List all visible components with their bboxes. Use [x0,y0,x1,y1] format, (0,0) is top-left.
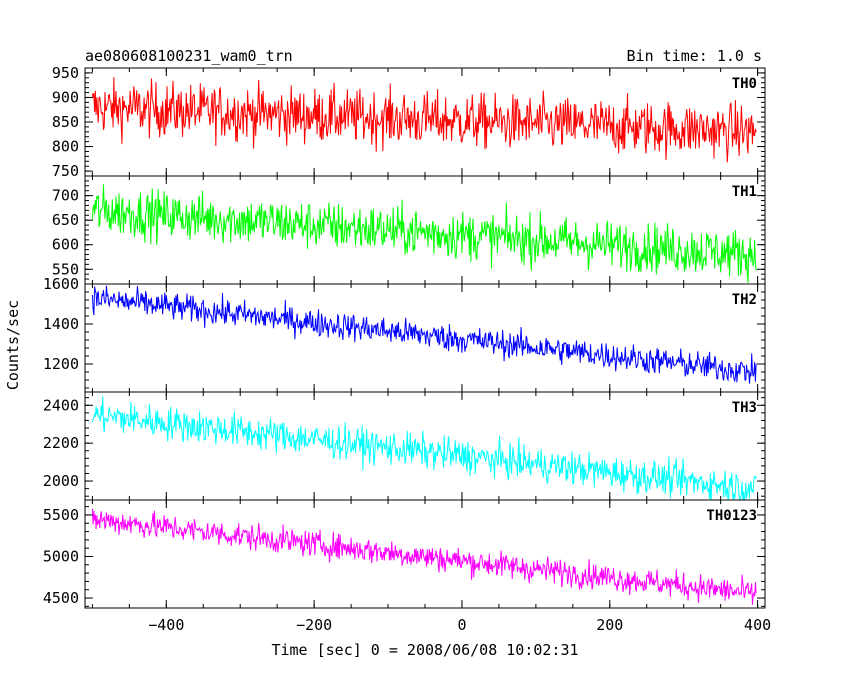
panel-th0: TH0 750 800 850 900 950 [52,64,766,180]
y-tick-label: 750 [52,162,79,180]
series-line-th0123 [91,508,757,605]
y-axis-label: Counts/sec [4,300,22,390]
y-tick-label: 2400 [43,396,79,414]
panel-frame [84,175,766,285]
x-tick-label: 0 [457,616,466,634]
y-tick-label: 2200 [43,434,79,452]
y-tick-label: 900 [52,88,79,106]
chart-title: ae080608100231_wam0_trn [85,47,293,65]
series-line-th2 [91,285,757,384]
y-tick-label: 5500 [43,506,79,524]
bin-time-label: Bin time: 1.0 s [627,47,762,65]
panel-frame [84,499,766,609]
y-tick-label: 2000 [43,472,79,490]
series-line-th0 [91,77,757,163]
x-tick-label: −200 [296,616,332,634]
y-tick-label: 950 [52,64,79,82]
y-tick-label: 600 [52,236,79,254]
panel-th1: TH1 550 600 650 700 [52,175,766,285]
x-tick-label: 400 [744,616,771,634]
y-tick-label: 550 [52,260,79,278]
panels-group: TH0 750 800 850 900 950 TH1 550 600 650 700 TH2 1200… [43,64,771,634]
y-tick-label: 850 [52,113,79,131]
panel-label-th1: TH1 [732,184,757,200]
x-tick-label: −400 [148,616,184,634]
x-axis-label: Time [sec] 0 = 2008/06/08 10:02:31 [271,641,578,659]
y-tick-label: 1200 [43,355,79,373]
series-line-th1 [91,184,757,284]
panel-th0123: TH0123 4500 5000 5500 −400 −200 0 200 400 [43,499,771,634]
y-tick-label: 5000 [43,547,79,565]
panel-th2: TH2 1200 1400 1600 [43,275,766,393]
y-tick-label: 4500 [43,589,79,607]
panel-label-th2: TH2 [732,292,757,308]
panel-th3: TH3 2000 2200 2400 [43,391,766,501]
y-tick-label: 650 [52,211,79,229]
series-line-th3 [91,396,757,500]
x-tick-label: 200 [596,616,623,634]
panel-label-th0123: TH0123 [706,508,757,524]
panel-label-th3: TH3 [732,400,757,416]
y-tick-label: 800 [52,138,79,156]
y-tick-label: 700 [52,187,79,205]
y-tick-label: 1600 [43,275,79,293]
y-tick-label: 1400 [43,315,79,333]
panel-label-th0: TH0 [732,76,757,92]
